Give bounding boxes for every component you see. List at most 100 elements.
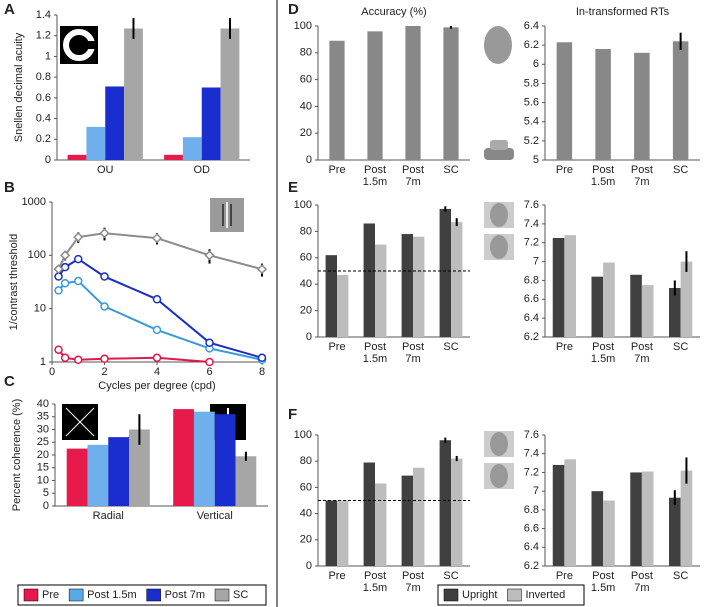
y-tick-label: 100 — [28, 249, 46, 261]
x-tick-label-box: Post 7m — [402, 341, 424, 365]
bar — [439, 208, 451, 337]
x-tick-label-box: Post 1.5m — [591, 341, 615, 365]
bar — [556, 42, 573, 161]
x-tick-label: 4 — [154, 366, 160, 378]
x-tick-label-box: Post 7m — [402, 164, 424, 188]
y-tick-label: 40 — [37, 398, 49, 410]
x-tick-label-box: SC — [673, 164, 688, 176]
x-tick-label: Post 1.5m — [362, 341, 388, 365]
marker — [54, 345, 63, 354]
marker — [151, 233, 163, 244]
y-tick-label: 60 — [300, 74, 312, 86]
x-tick-label: Pre — [555, 164, 573, 176]
y-tick-label: 6 — [533, 58, 539, 70]
bar — [591, 491, 604, 566]
bar — [325, 500, 337, 566]
x-tick-label: SC — [443, 570, 459, 582]
y-tick-label: 7.2 — [524, 466, 539, 478]
legend-label: Pre — [42, 589, 59, 601]
grating-icon — [210, 198, 244, 232]
x-tick-label: SC — [672, 341, 689, 353]
marker — [100, 354, 109, 364]
y-tick-label: 6.8 — [524, 504, 539, 516]
bar — [443, 27, 459, 161]
y-axis-label: Snellen decimal acuity — [13, 32, 25, 142]
bar — [439, 440, 451, 566]
bar — [193, 411, 215, 506]
line — [57, 279, 263, 361]
bar — [363, 223, 375, 337]
chart-title: Accuracy (%) — [361, 6, 426, 18]
y-tick-label: 0.2 — [36, 133, 51, 145]
bar — [363, 462, 375, 566]
bar — [401, 475, 413, 566]
bar — [129, 429, 150, 506]
x-tick-label-box: Pre — [328, 341, 345, 353]
y-tick-label: 60 — [300, 481, 312, 493]
y-tick-label: 1.4 — [36, 9, 51, 21]
bar — [325, 255, 337, 337]
y-tick-label: 6.8 — [524, 274, 539, 286]
x-tick-label-box: Radial — [93, 510, 124, 522]
y-tick-label: 1 — [40, 356, 46, 368]
x-tick-label: SC — [443, 164, 459, 176]
x-tick-label: 6 — [206, 366, 212, 378]
y-tick-label: 5.2 — [524, 135, 539, 147]
bar — [603, 262, 615, 337]
bar — [591, 276, 604, 337]
bar — [680, 470, 693, 566]
y-tick-label: 20 — [300, 305, 312, 317]
bar — [552, 238, 565, 337]
bar — [680, 261, 693, 337]
x-tick-label: Vertical — [196, 510, 233, 522]
x-tick-label: OD — [193, 164, 211, 176]
bar — [603, 500, 615, 566]
marker — [74, 355, 83, 365]
y-tick-label: 7.4 — [524, 448, 539, 460]
legend-swatch — [507, 588, 522, 602]
panel-label: E — [288, 179, 298, 196]
marker — [99, 228, 110, 239]
bar — [86, 126, 106, 160]
x-tick-label: 0 — [49, 366, 55, 378]
y-tick-label: 6.6 — [524, 522, 539, 534]
y-tick-label: 80 — [300, 225, 312, 237]
bar — [329, 40, 345, 160]
bar — [669, 287, 681, 337]
legend-box — [437, 584, 585, 606]
x-tick-label: Post 1.5m — [590, 164, 616, 188]
marker — [100, 302, 109, 311]
y-tick-label: 7.6 — [524, 429, 539, 441]
y-tick-label: 7.2 — [524, 237, 539, 249]
y-tick-label: 6.2 — [524, 39, 539, 51]
bar — [87, 444, 109, 506]
panel-label: C — [4, 373, 15, 390]
bar — [672, 41, 689, 160]
x-tick-label: Post 7m — [401, 570, 424, 594]
x-tick-label-box: Post 1.5m — [591, 570, 615, 594]
y-tick-label: 6.6 — [524, 293, 539, 305]
x-tick-label-box: OD — [193, 164, 211, 176]
marker — [60, 278, 70, 288]
y-tick-label: 6.4 — [524, 312, 539, 324]
x-tick-label-box: Post 1.5m — [590, 164, 616, 188]
y-tick-label: 15 — [37, 462, 49, 474]
marker — [54, 286, 63, 295]
y-tick-label: 80 — [300, 455, 312, 467]
y-tick-label: 0 — [306, 154, 312, 166]
x-tick-label: 8 — [259, 366, 265, 378]
marker — [204, 250, 215, 261]
x-tick-label: Post 7m — [630, 341, 653, 365]
y-tick-label: 7.4 — [524, 218, 539, 230]
bar — [552, 464, 565, 566]
bar — [641, 471, 654, 566]
bar — [669, 497, 681, 566]
x-tick-label-box: Post 1.5m — [363, 164, 387, 188]
y-tick-label: 1000 — [22, 196, 46, 208]
x-axis-label: Cycles per degree (cpd) — [98, 380, 215, 392]
legend-swatch — [443, 588, 459, 602]
marker — [60, 262, 70, 272]
y-axis-label: 1/contrast threshold — [8, 234, 20, 331]
x-tick-label-box: SC — [443, 341, 458, 353]
